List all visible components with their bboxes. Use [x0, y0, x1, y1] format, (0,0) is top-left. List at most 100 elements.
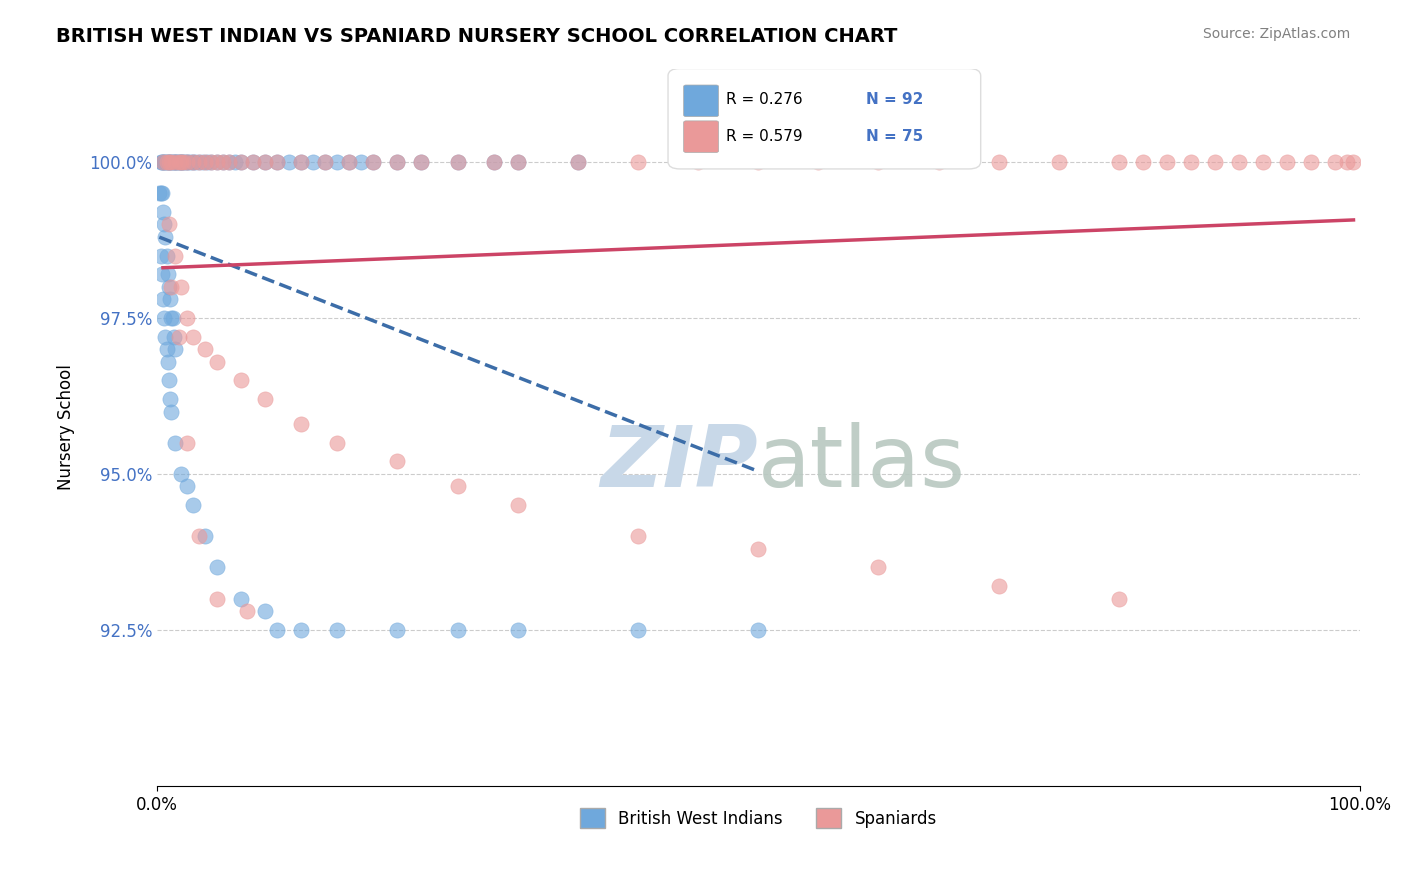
British West Indians: [157, 280, 180, 294]
British West Indians: [156, 155, 179, 169]
British West Indians: [194, 529, 217, 543]
British West Indians: [169, 155, 191, 169]
British West Indians: [363, 155, 385, 169]
Spaniards: [229, 155, 252, 169]
British West Indians: [149, 249, 172, 263]
Spaniards: [807, 155, 830, 169]
Spaniards: [1204, 155, 1226, 169]
Spaniards: [188, 155, 211, 169]
British West Indians: [387, 155, 409, 169]
British West Indians: [153, 311, 176, 326]
British West Indians: [302, 155, 325, 169]
FancyBboxPatch shape: [668, 69, 981, 169]
British West Indians: [160, 155, 183, 169]
British West Indians: [162, 311, 184, 326]
British West Indians: [156, 354, 179, 368]
Spaniards: [1108, 591, 1130, 606]
Spaniards: [160, 155, 183, 169]
British West Indians: [218, 155, 240, 169]
British West Indians: [155, 249, 177, 263]
British West Indians: [156, 268, 179, 282]
British West Indians: [157, 155, 180, 169]
Spaniards: [326, 435, 349, 450]
British West Indians: [266, 623, 288, 637]
British West Indians: [290, 155, 312, 169]
British West Indians: [162, 155, 184, 169]
Spaniards: [176, 155, 198, 169]
Spaniards: [1301, 155, 1323, 169]
British West Indians: [166, 155, 188, 169]
British West Indians: [337, 155, 360, 169]
Spaniards: [157, 218, 180, 232]
Spaniards: [194, 342, 217, 356]
Legend: British West Indians, Spaniards: British West Indians, Spaniards: [574, 801, 943, 835]
Spaniards: [1253, 155, 1275, 169]
British West Indians: [152, 205, 174, 219]
Spaniards: [627, 529, 650, 543]
British West Indians: [188, 155, 211, 169]
British West Indians: [170, 155, 193, 169]
Spaniards: [170, 155, 193, 169]
Spaniards: [747, 155, 769, 169]
Spaniards: [176, 311, 198, 326]
Spaniards: [172, 155, 194, 169]
Text: N = 75: N = 75: [866, 129, 924, 145]
Spaniards: [188, 529, 211, 543]
British West Indians: [184, 155, 207, 169]
British West Indians: [506, 623, 529, 637]
British West Indians: [290, 623, 312, 637]
Spaniards: [747, 541, 769, 556]
Spaniards: [506, 155, 529, 169]
Y-axis label: Nursery School: Nursery School: [58, 364, 75, 490]
British West Indians: [150, 155, 173, 169]
Spaniards: [1227, 155, 1250, 169]
Spaniards: [155, 155, 177, 169]
Spaniards: [482, 155, 505, 169]
British West Indians: [191, 155, 214, 169]
British West Indians: [153, 155, 176, 169]
British West Indians: [176, 479, 198, 493]
Spaniards: [411, 155, 433, 169]
British West Indians: [224, 155, 246, 169]
British West Indians: [278, 155, 301, 169]
British West Indians: [163, 435, 186, 450]
British West Indians: [567, 155, 589, 169]
British West Indians: [163, 342, 186, 356]
Spaniards: [1180, 155, 1202, 169]
Spaniards: [176, 435, 198, 450]
Spaniards: [1156, 155, 1178, 169]
Spaniards: [290, 155, 312, 169]
Spaniards: [160, 280, 183, 294]
British West Indians: [229, 155, 252, 169]
Spaniards: [1277, 155, 1299, 169]
Spaniards: [446, 479, 468, 493]
British West Indians: [173, 155, 195, 169]
British West Indians: [506, 155, 529, 169]
British West Indians: [314, 155, 336, 169]
Spaniards: [170, 280, 193, 294]
British West Indians: [149, 186, 172, 201]
Spaniards: [242, 155, 264, 169]
FancyBboxPatch shape: [683, 121, 718, 153]
British West Indians: [254, 604, 277, 618]
Spaniards: [1047, 155, 1070, 169]
Spaniards: [1132, 155, 1154, 169]
British West Indians: [180, 155, 202, 169]
British West Indians: [212, 155, 235, 169]
Spaniards: [205, 155, 228, 169]
Spaniards: [337, 155, 360, 169]
British West Indians: [160, 404, 183, 418]
Spaniards: [987, 155, 1010, 169]
Spaniards: [152, 155, 174, 169]
British West Indians: [446, 623, 468, 637]
British West Indians: [205, 560, 228, 574]
British West Indians: [266, 155, 288, 169]
Spaniards: [229, 373, 252, 387]
Spaniards: [387, 454, 409, 468]
British West Indians: [163, 155, 186, 169]
Spaniards: [387, 155, 409, 169]
Spaniards: [167, 155, 190, 169]
Spaniards: [1336, 155, 1358, 169]
Text: R = 0.276: R = 0.276: [725, 92, 803, 107]
Text: R = 0.579: R = 0.579: [725, 129, 803, 145]
